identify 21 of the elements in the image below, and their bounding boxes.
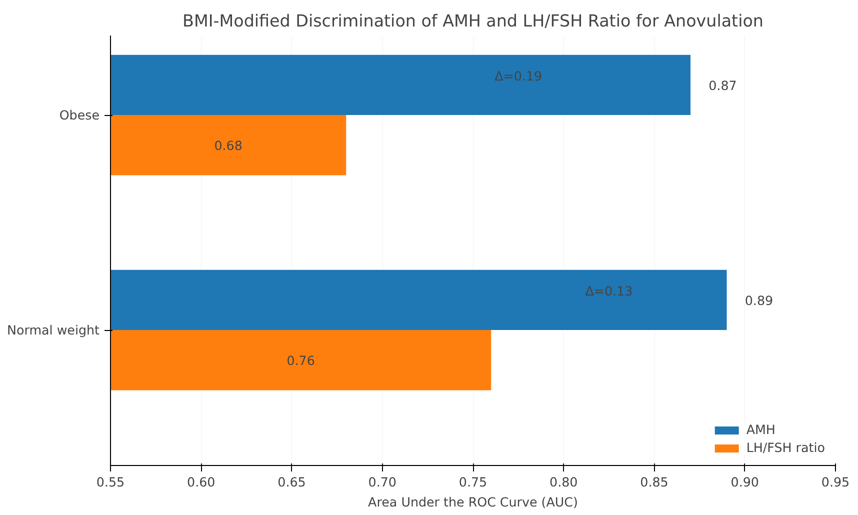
data-label: 0.87 — [708, 78, 737, 93]
x-tick-label: 0.75 — [458, 474, 488, 490]
x-tick-label: 0.60 — [187, 474, 216, 490]
x-tick-label: 0.80 — [550, 474, 578, 490]
x-tick-label: 0.90 — [730, 474, 759, 490]
x-tick-label: 0.70 — [368, 474, 396, 490]
y-tick-label: Normal weight — [7, 322, 100, 338]
chart-title: BMI-Modified Discrimination of AMH and LH/FSH Ratio for Anovulation — [182, 12, 764, 30]
legend-label: LH/FSH ratio — [746, 440, 825, 455]
annotation: Δ=0.19 — [494, 68, 542, 84]
data-label: 0.89 — [744, 292, 774, 308]
x-tick-label: 0.65 — [278, 474, 306, 490]
x-tick-label: 0.95 — [821, 474, 850, 490]
x-tick-label: 0.85 — [640, 474, 668, 490]
legend-label: AMH — [746, 422, 776, 437]
y-tick-label: Obese — [59, 108, 100, 123]
annotation: Δ=0.13 — [585, 283, 633, 298]
data-label: 0.76 — [286, 353, 315, 368]
x-tick-label: 0.55 — [96, 474, 125, 490]
x-axis-title: Area Under the ROC Curve (AUC) — [368, 494, 578, 510]
data-label: 0.68 — [214, 138, 242, 154]
